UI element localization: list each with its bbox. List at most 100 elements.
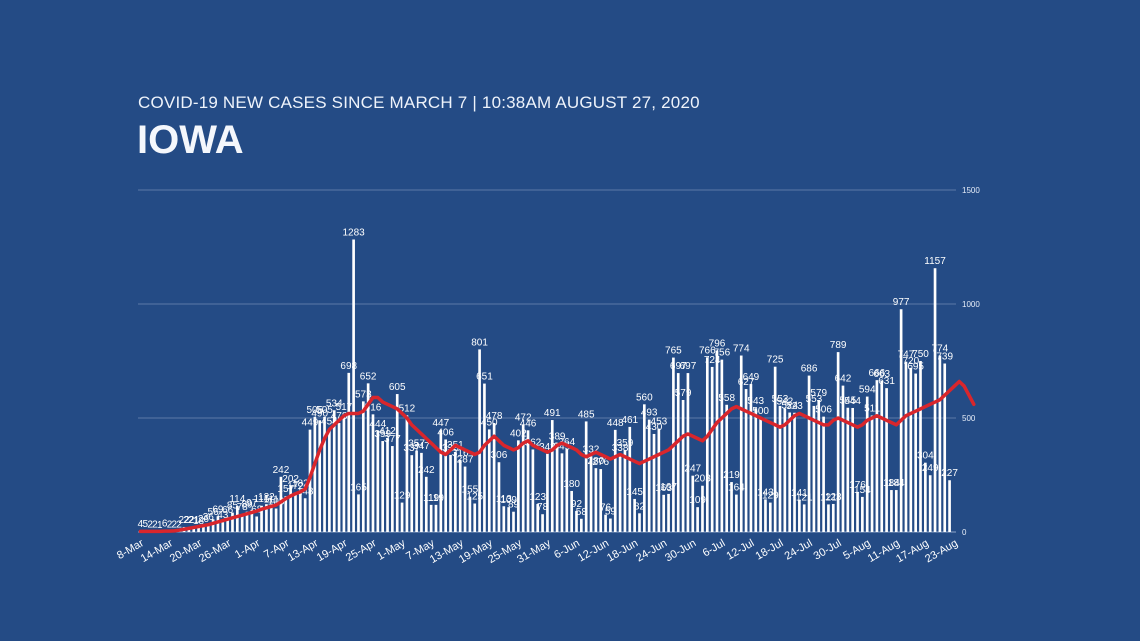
data-label: 594 <box>859 385 876 396</box>
data-label: 21 <box>188 515 200 526</box>
bar <box>890 490 893 532</box>
data-label: 558 <box>718 393 735 404</box>
data-label: 165 <box>350 482 367 493</box>
data-label: 184 <box>883 478 900 489</box>
bar <box>303 498 307 532</box>
data-label: 362 <box>525 437 542 448</box>
data-label: 316 <box>452 448 469 459</box>
bar <box>265 504 268 532</box>
data-label: 698 <box>340 361 357 372</box>
data-label: 725 <box>767 355 784 366</box>
bar <box>405 415 409 532</box>
data-label: 176 <box>849 480 866 491</box>
x-tick-label: 12-Jun <box>576 537 611 564</box>
bar <box>647 419 651 532</box>
bar <box>667 493 670 532</box>
data-label: 306 <box>491 450 508 461</box>
data-labels: 4 5 2 2 1 6 2 2 22222211826365669436685114788997… <box>138 227 959 530</box>
bar <box>381 441 385 532</box>
bar <box>720 359 724 532</box>
bar <box>904 361 908 532</box>
data-label: 377 <box>384 434 401 445</box>
data-label: 111 <box>264 495 280 506</box>
bar <box>768 502 772 532</box>
data-label: 506 <box>815 405 832 416</box>
bar <box>507 507 510 532</box>
data-label: 122 <box>258 492 275 503</box>
bar <box>284 496 288 532</box>
bar <box>260 505 263 532</box>
data-label: 148 <box>297 486 314 497</box>
data-label: 249 <box>922 463 939 474</box>
data-label: 78 <box>537 502 549 513</box>
bar <box>676 373 680 532</box>
data-label: 18 <box>193 516 205 527</box>
bar <box>231 512 234 532</box>
bar <box>250 509 254 532</box>
bar <box>870 415 874 532</box>
data-label: 92 <box>571 499 583 510</box>
data-label: 89 <box>241 500 253 511</box>
x-tick-label: 19-Apr <box>315 537 350 564</box>
data-label: 1283 <box>342 227 365 238</box>
data-label: 114 <box>229 494 245 505</box>
bar <box>657 428 661 532</box>
data-label: 2 <box>147 520 153 531</box>
data-label: 119 <box>428 493 444 504</box>
data-label: 449 <box>302 418 319 429</box>
bar <box>618 454 622 532</box>
bar <box>710 366 714 532</box>
data-label: 720 <box>902 356 919 367</box>
data-label: 219 <box>723 470 740 481</box>
data-label: 756 <box>714 348 731 359</box>
y-tick-label: 1000 <box>962 300 980 309</box>
bar <box>885 388 888 532</box>
data-label: 389 <box>549 431 566 442</box>
bar <box>924 462 927 532</box>
chart-subtitle: COVID-19 NEW CASES SINCE MARCH 7 | 10:38… <box>138 93 700 112</box>
bar <box>386 438 389 532</box>
data-label: 155 <box>462 485 479 496</box>
bar <box>575 511 578 532</box>
bar <box>865 396 869 532</box>
bar <box>822 416 825 532</box>
data-label: 332 <box>583 444 600 455</box>
bar <box>240 514 244 532</box>
bar <box>909 367 913 532</box>
bar <box>827 504 830 532</box>
x-tick-label: 1-May <box>375 537 408 563</box>
bar <box>604 514 607 532</box>
data-label: 412 <box>379 426 396 437</box>
bar <box>880 380 884 532</box>
data-label: 450 <box>481 417 498 428</box>
bar <box>439 430 443 532</box>
bar <box>652 433 656 532</box>
data-label: 121 <box>820 492 837 503</box>
bar <box>778 405 782 532</box>
data-label: 22 <box>178 515 190 526</box>
data-label: 478 <box>331 411 348 422</box>
bar <box>206 523 210 532</box>
bar <box>357 494 360 532</box>
data-label: 119 <box>423 493 439 504</box>
data-label: 666 <box>869 368 886 379</box>
data-label: 516 <box>365 402 382 413</box>
data-label: 4 <box>138 519 144 530</box>
bar <box>948 480 951 532</box>
bar <box>783 408 787 532</box>
data-label: 76 <box>600 503 612 514</box>
data-label: 129 <box>762 491 779 502</box>
data-label: 545 <box>839 396 856 407</box>
data-label: 78 <box>237 502 249 513</box>
data-label: 448 <box>607 418 624 429</box>
data-label: 402 <box>510 428 527 439</box>
data-label: 444 <box>369 419 386 430</box>
bar <box>454 451 457 532</box>
data-label: 1 <box>157 520 163 531</box>
bar <box>347 372 351 532</box>
bar <box>226 516 229 532</box>
bar <box>943 363 947 532</box>
data-label: 517 <box>336 402 353 413</box>
bar <box>517 440 520 532</box>
moving-average-line <box>138 379 976 534</box>
